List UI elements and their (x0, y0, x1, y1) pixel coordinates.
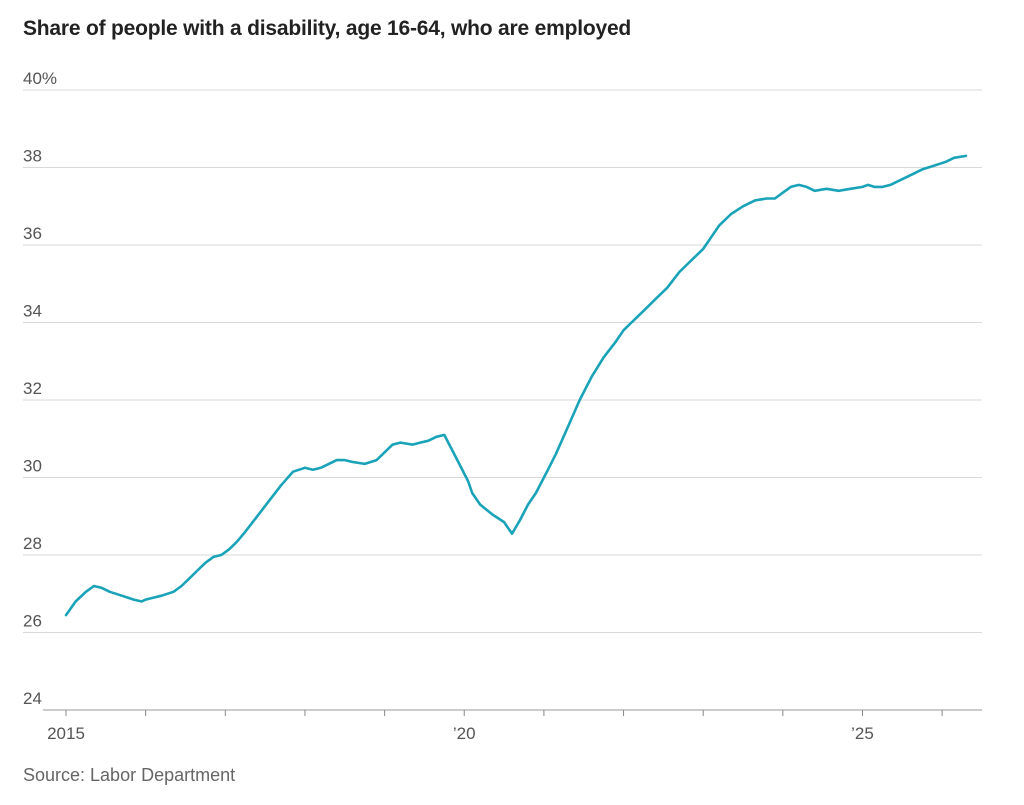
x-tick-label: 2015 (47, 724, 85, 743)
x-tick-label: ’20 (453, 724, 476, 743)
series-layer (64, 154, 968, 617)
y-tick-label: 34 (23, 302, 42, 321)
chart-source: Source: Labor Department (23, 765, 236, 785)
y-tick-label: 28 (23, 534, 42, 553)
series-line (64, 154, 968, 617)
y-tick-label: 30 (23, 457, 42, 476)
y-tick-label: 26 (23, 612, 42, 631)
chart-title: Share of people with a disability, age 1… (23, 17, 632, 40)
y-tick-label: 32 (23, 379, 42, 398)
x-tick-label: ’25 (851, 724, 874, 743)
gridlines (23, 89, 982, 633)
y-axis-labels: 24 26 28 30 32 34 36 38 40% (23, 69, 57, 708)
y-tick-label: 40% (23, 69, 57, 88)
y-tick-label: 36 (23, 224, 42, 243)
y-tick-label: 38 (23, 147, 42, 166)
x-axis: 2015 ’20 ’25 (43, 709, 982, 743)
y-tick-label: 24 (23, 689, 42, 708)
